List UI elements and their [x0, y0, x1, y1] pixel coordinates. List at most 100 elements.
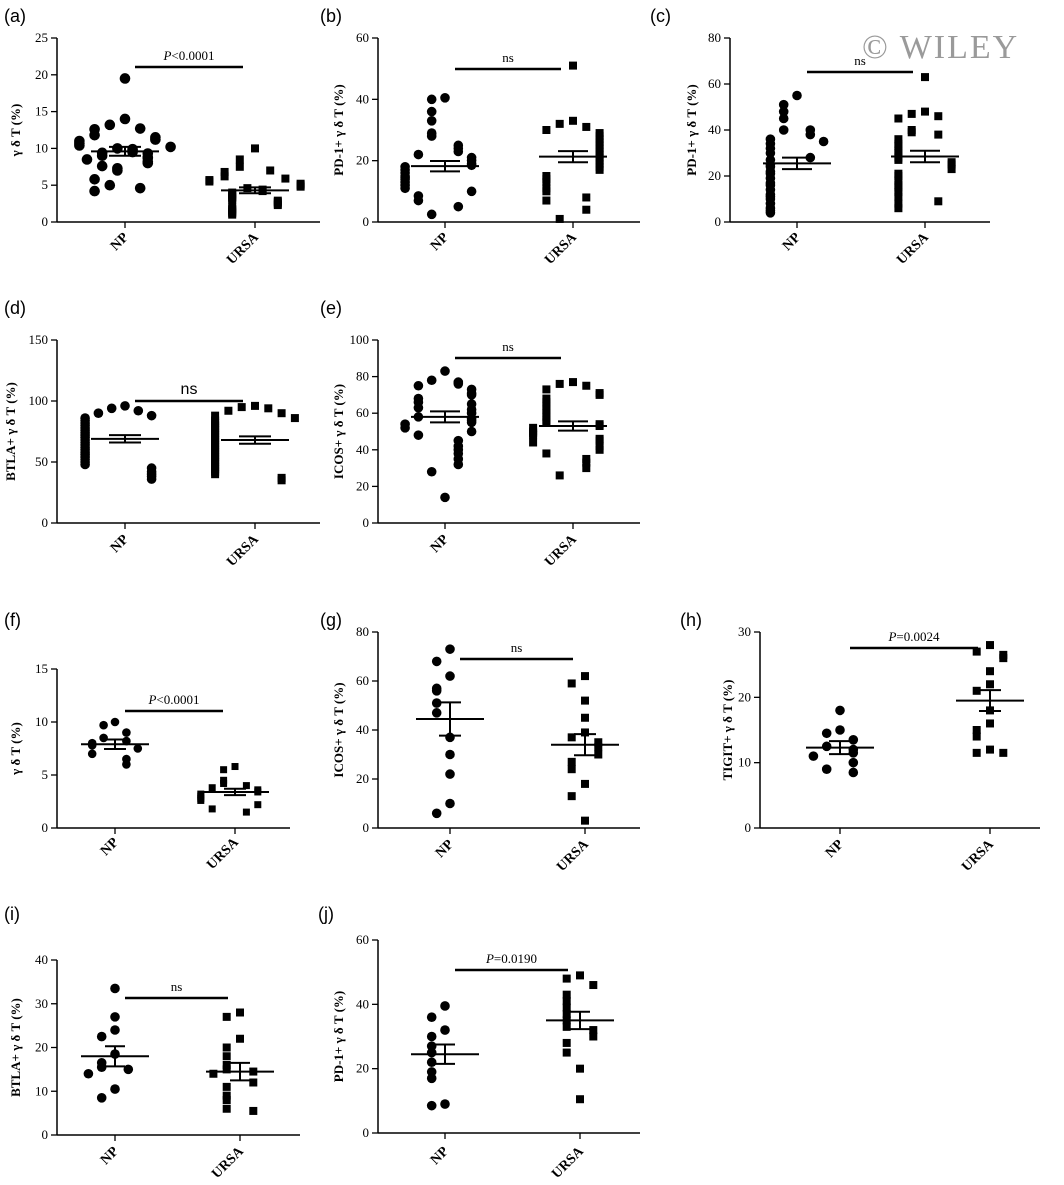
data-point-ursa [947, 165, 956, 174]
panel-label: (i) [4, 904, 20, 924]
panel-h: (h) 0 10 20 30 NP URSA TIGIT+ γ δ T (%) P=0.0024 [680, 610, 1040, 875]
data-point-np [792, 90, 802, 101]
data-point-ursa [581, 672, 589, 681]
data-point-ursa [235, 155, 244, 164]
data-point-ursa [236, 1008, 244, 1017]
data-point-ursa [894, 183, 903, 192]
data-point-np [453, 201, 464, 212]
data-point-np [848, 748, 859, 758]
data-point-np [445, 671, 455, 681]
data-point-ursa [907, 128, 916, 137]
data-point-np [426, 94, 437, 105]
wiley-watermark: © WILEY [862, 29, 1019, 66]
y-tick-label: 0 [715, 214, 722, 229]
y-tick-label: 40 [356, 91, 369, 106]
data-point-ursa [555, 471, 564, 480]
y-tick-label: 0 [363, 820, 370, 835]
data-point-np [413, 195, 424, 206]
data-point-np [134, 123, 146, 134]
data-point-np [778, 106, 789, 117]
data-point-np [413, 430, 424, 440]
data-point-np [104, 179, 116, 191]
data-point-ursa [594, 743, 603, 752]
data-point-np [150, 134, 161, 145]
significance-label: ns [171, 979, 183, 994]
data-point-ursa [594, 750, 603, 759]
data-point-np [808, 751, 819, 761]
data-point-np [440, 1025, 450, 1035]
data-point-ursa [595, 445, 604, 454]
data-point-ursa [555, 379, 564, 388]
data-point-ursa [529, 431, 538, 440]
data-point-ursa [208, 805, 216, 813]
x-category-label: URSA [542, 532, 580, 570]
data-point-np [413, 402, 424, 413]
data-point-np [426, 106, 437, 117]
data-point-ursa [277, 476, 286, 485]
data-point-ursa [220, 172, 229, 181]
data-point-ursa [228, 195, 237, 204]
data-point-np [453, 146, 464, 157]
data-point-ursa [921, 73, 929, 82]
data-point-ursa [222, 1012, 231, 1021]
data-point-np [110, 983, 120, 994]
data-point-ursa [211, 411, 220, 420]
data-point-ursa [542, 126, 551, 134]
y-axis-label: BTLA+ γ δ T (%) [8, 998, 23, 1097]
data-point-np [87, 741, 97, 750]
data-point-ursa [277, 409, 286, 418]
y-tick-label: 60 [708, 76, 721, 91]
y-tick-label: 60 [356, 932, 369, 947]
data-point-np [104, 119, 116, 131]
data-point-np [400, 423, 410, 433]
data-point-np [122, 760, 131, 769]
data-point-np [453, 379, 464, 389]
data-point-ursa [894, 172, 903, 180]
data-point-ursa [296, 182, 305, 191]
y-tick-label: 10 [35, 140, 48, 155]
y-tick-label: 40 [708, 122, 721, 137]
y-tick-label: 0 [42, 515, 49, 530]
data-point-np [453, 459, 464, 470]
y-tick-label: 30 [35, 996, 48, 1011]
data-point-np [466, 186, 477, 197]
y-tick-label: 20 [708, 168, 721, 183]
x-category-label: URSA [204, 835, 242, 873]
data-point-ursa [562, 997, 571, 1006]
y-tick-label: 60 [356, 405, 369, 420]
data-point-ursa [576, 1064, 584, 1073]
data-point-ursa [569, 61, 577, 70]
data-point-ursa [567, 733, 576, 742]
data-point-ursa [934, 130, 943, 139]
data-point-ursa [894, 176, 903, 185]
data-point-np [821, 728, 832, 739]
data-point-ursa [589, 1026, 598, 1035]
data-point-np [96, 150, 108, 162]
panel-f: (f) 0 5 10 15 NP URSA γ δ T (%) P<0.0001 [4, 610, 290, 873]
data-point-np [122, 728, 131, 737]
data-point-ursa [273, 201, 282, 210]
data-point-ursa [542, 187, 551, 196]
data-point-np [146, 474, 157, 484]
data-point-ursa [220, 779, 228, 787]
data-point-ursa [281, 174, 290, 183]
panel-label: (c) [650, 6, 671, 26]
significance-label: ns [181, 381, 198, 398]
y-tick-label: 40 [356, 442, 369, 457]
data-point-ursa [290, 414, 299, 423]
data-point-ursa [266, 166, 275, 175]
data-point-np [835, 705, 845, 716]
x-category-label: NP [428, 1144, 452, 1168]
panel-d: (d) 0 50 100 150 NP URSA BTLA+ γ δ T (%) ns [3, 298, 320, 570]
data-point-ursa [237, 403, 246, 412]
y-tick-label: 150 [29, 332, 49, 347]
data-point-ursa [249, 1106, 258, 1115]
data-point-ursa [595, 390, 604, 399]
data-point-ursa [589, 1032, 598, 1041]
data-point-np [848, 757, 859, 768]
x-category-label: NP [108, 532, 132, 556]
data-point-ursa [894, 188, 903, 197]
data-point-ursa [589, 981, 598, 990]
data-point-np [426, 466, 437, 477]
data-point-np [142, 157, 154, 169]
